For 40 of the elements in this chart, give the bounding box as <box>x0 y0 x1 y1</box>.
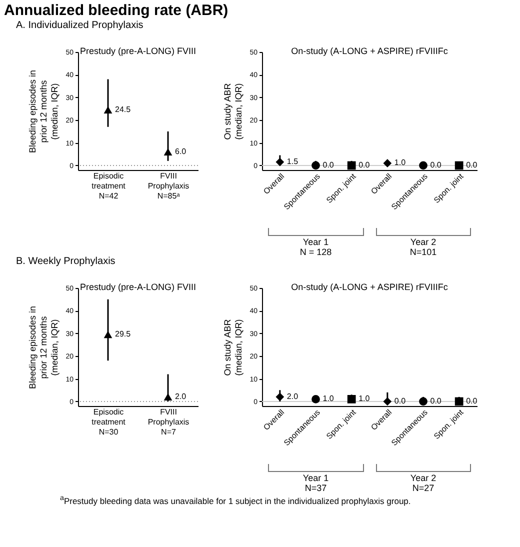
data-label: 2.0 <box>286 392 299 401</box>
chart-title: On-study (A-LONG + ASPIRE) rFVIIIFc <box>291 282 448 292</box>
text: N=101 <box>408 247 438 257</box>
y-axis-title: On study ABR (median, IQR) <box>222 82 244 140</box>
data-label: 1.0 <box>358 394 370 404</box>
y-axis-title: Bleeding episodes in prior 12 months (median, IQR) <box>28 306 60 390</box>
text: A. Individualized Prophylaxis <box>15 20 144 33</box>
data-label: 0.0 <box>430 396 442 406</box>
text: Year 2 <box>409 473 438 483</box>
chart-title: Prestudy (pre-A-LONG) FVIII <box>80 46 196 56</box>
y-axis-title: On study ABR (median, IQR) <box>222 318 244 376</box>
data-label: 0.0 <box>466 160 478 170</box>
x-tick-label: Episodic treatment N=30 <box>92 408 126 436</box>
text: N=27 <box>411 483 436 493</box>
data-label: 2.0 <box>175 392 187 401</box>
x-tick-label: Episodic treatment N=42 <box>92 172 126 200</box>
data-label: 0.0 <box>466 396 478 406</box>
chart-title: Prestudy (pre-A-LONG) FVIII <box>80 282 196 292</box>
data-label: 0.0 <box>430 160 442 170</box>
data-label: 1.5 <box>286 157 299 166</box>
text: N = 128 <box>298 247 333 257</box>
text: B. Weekly Prophylaxis <box>15 256 116 269</box>
y-axis-title: Bleeding episodes in prior 12 months (median, IQR) <box>28 70 60 154</box>
x-tick-label: FVIII Prophylaxis N=7 <box>148 408 190 436</box>
data-label: 0.0 <box>322 160 334 170</box>
data-label: 6.0 <box>175 146 187 156</box>
data-label: 1.0 <box>322 394 334 404</box>
text: N=37 <box>304 483 328 493</box>
text: Year 1 <box>302 237 330 247</box>
data-label: 29.5 <box>115 330 132 339</box>
data-label: 0.0 <box>394 396 406 406</box>
data-label: 0.0 <box>358 160 370 170</box>
text: Annualized bleeding rate (ABR) <box>3 1 230 20</box>
text: Year 2 <box>409 237 438 247</box>
data-label: 24.5 <box>115 104 132 114</box>
chart-title: On-study (A-LONG + ASPIRE) rFVIIIFc <box>291 46 448 56</box>
data-label: 1.0 <box>394 158 406 168</box>
text: Year 1 <box>302 473 330 483</box>
text: $^{a}$Prestudy bleeding data was unavailable for 1 subject in the individualized prophylaxis group. <box>59 493 412 506</box>
x-tick-label: FVIII Prophylaxis N=85ᵃ <box>148 172 190 200</box>
